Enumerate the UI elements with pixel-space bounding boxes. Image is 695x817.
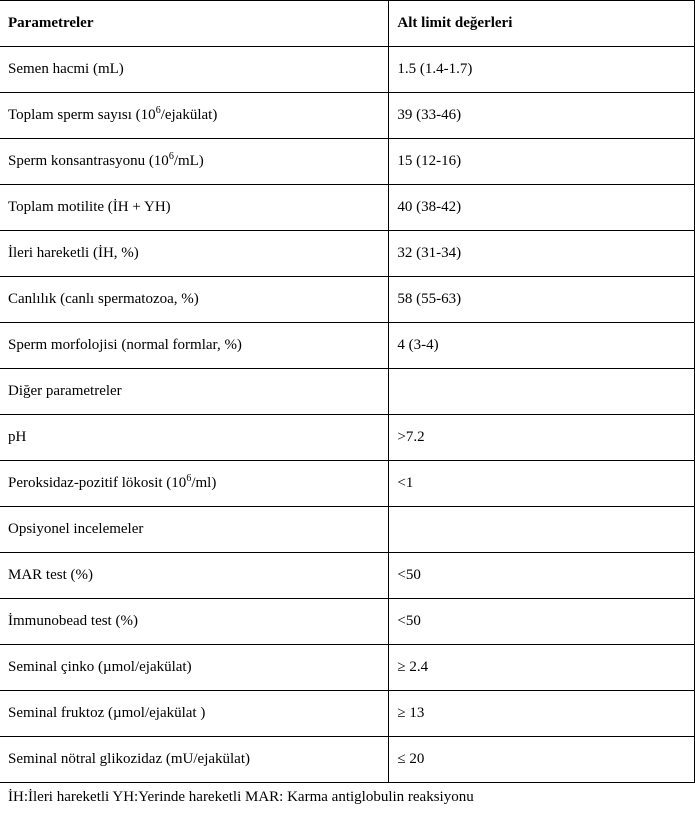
param-text-pre: Opsiyonel incelemeler — [8, 521, 143, 537]
table-row: MAR test (%) <50 — [0, 553, 695, 599]
table-row: Sperm konsantrasyonu (106/mL)15 (12-16) — [0, 139, 695, 185]
param-cell: Seminal fruktoz (µmol/ejakülat ) — [0, 691, 389, 737]
header-parametreler: Parametreler — [0, 1, 389, 47]
param-cell: Peroksidaz-pozitif lökosit (106/ml) — [0, 461, 389, 507]
table-row: Toplam motilite (İH + YH) 40 (38-42) — [0, 185, 695, 231]
value-cell: ≥ 13 — [389, 691, 695, 737]
table-row: İleri hareketli (İH, %) 32 (31-34) — [0, 231, 695, 277]
value-cell — [389, 507, 695, 553]
param-text-pre: pH — [8, 429, 26, 445]
param-text-pre: Seminal nötral glikozidaz (mU/ejakülat) — [8, 751, 250, 767]
value-cell: <50 — [389, 599, 695, 645]
param-cell: Seminal nötral glikozidaz (mU/ejakülat) — [0, 737, 389, 783]
param-cell: Sperm konsantrasyonu (106/mL) — [0, 139, 389, 185]
value-cell: <50 — [389, 553, 695, 599]
table-row: Peroksidaz-pozitif lökosit (106/ml)<1 — [0, 461, 695, 507]
value-cell: 39 (33-46) — [389, 93, 695, 139]
param-text-post: /ejakülat) — [161, 107, 218, 123]
table-row: İmmunobead test (%) <50 — [0, 599, 695, 645]
param-text-pre: Peroksidaz-pozitif lökosit (10 — [8, 475, 186, 491]
table-row: Sperm morfolojisi (normal formlar, %) 4 (… — [0, 323, 695, 369]
param-cell: İmmunobead test (%) — [0, 599, 389, 645]
value-cell: ≥ 2.4 — [389, 645, 695, 691]
param-text-pre: Canlılık (canlı spermatozoa, %) — [8, 291, 199, 307]
param-text-pre: MAR test (%) — [8, 567, 93, 583]
table-row: Seminal fruktoz (µmol/ejakülat ) ≥ 13 — [0, 691, 695, 737]
param-text-pre: Seminal fruktoz (µmol/ejakülat ) — [8, 705, 205, 721]
table-header-row: Parametreler Alt limit değerleri — [0, 1, 695, 47]
param-cell: Sperm morfolojisi (normal formlar, %) — [0, 323, 389, 369]
value-cell: 32 (31-34) — [389, 231, 695, 277]
param-cell: Diğer parametreler — [0, 369, 389, 415]
value-cell — [389, 369, 695, 415]
table-body: Semen hacmi (mL)1.5 (1.4-1.7)Toplam sper… — [0, 47, 695, 783]
table-row: Semen hacmi (mL) 1.5 (1.4-1.7) — [0, 47, 695, 93]
param-cell: İleri hareketli (İH, %) — [0, 231, 389, 277]
value-cell: 4 (3-4) — [389, 323, 695, 369]
value-cell: 58 (55-63) — [389, 277, 695, 323]
value-cell: <1 — [389, 461, 695, 507]
param-cell: Opsiyonel incelemeler — [0, 507, 389, 553]
param-text-pre: İmmunobead test (%) — [8, 613, 138, 629]
footnote-text: İH:İleri hareketli YH:Yerinde hareketli … — [0, 783, 695, 806]
param-text-pre: Diğer parametreler — [8, 383, 122, 399]
value-cell: 15 (12-16) — [389, 139, 695, 185]
param-text-pre: Sperm morfolojisi (normal formlar, %) — [8, 337, 242, 353]
header-alt-limit: Alt limit değerleri — [389, 1, 695, 47]
param-text-post: /ml) — [191, 475, 216, 491]
param-cell: Seminal çinko (µmol/ejakülat) — [0, 645, 389, 691]
table-row: Diğer parametreler — [0, 369, 695, 415]
param-text-pre: Seminal çinko (µmol/ejakülat) — [8, 659, 192, 675]
table-row: Opsiyonel incelemeler — [0, 507, 695, 553]
value-cell: ≤ 20 — [389, 737, 695, 783]
param-cell: Toplam motilite (İH + YH) — [0, 185, 389, 231]
param-cell: MAR test (%) — [0, 553, 389, 599]
param-text-pre: İleri hareketli (İH, %) — [8, 245, 139, 261]
parameters-table: Parametreler Alt limit değerleri Semen h… — [0, 0, 695, 783]
param-cell: Canlılık (canlı spermatozoa, %) — [0, 277, 389, 323]
table-row: Seminal nötral glikozidaz (mU/ejakülat) ≤… — [0, 737, 695, 783]
param-text-pre: Sperm konsantrasyonu (10 — [8, 153, 169, 169]
param-cell: Semen hacmi (mL) — [0, 47, 389, 93]
param-cell: Toplam sperm sayısı (106/ejakülat) — [0, 93, 389, 139]
value-cell: >7.2 — [389, 415, 695, 461]
table-row: pH >7.2 — [0, 415, 695, 461]
table-row: Seminal çinko (µmol/ejakülat) ≥ 2.4 — [0, 645, 695, 691]
param-text-pre: Semen hacmi (mL) — [8, 61, 124, 77]
table-row: Toplam sperm sayısı (106/ejakülat)39 (33… — [0, 93, 695, 139]
param-text-pre: Toplam motilite (İH + YH) — [8, 199, 171, 215]
param-cell: pH — [0, 415, 389, 461]
param-text-pre: Toplam sperm sayısı (10 — [8, 107, 156, 123]
value-cell: 40 (38-42) — [389, 185, 695, 231]
value-cell: 1.5 (1.4-1.7) — [389, 47, 695, 93]
table-row: Canlılık (canlı spermatozoa, %) 58 (55-63… — [0, 277, 695, 323]
param-text-post: /mL) — [174, 153, 204, 169]
